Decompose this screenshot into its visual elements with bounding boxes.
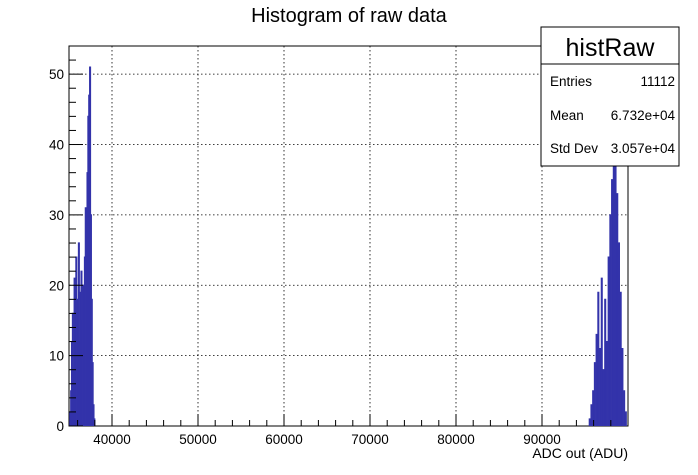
histogram-bin	[91, 362, 94, 426]
y-tick-label: 30	[49, 208, 64, 223]
histogram-bin	[612, 157, 615, 426]
histogram-bin	[611, 179, 614, 426]
stats-stddev-value: 3.057e+04	[611, 141, 676, 156]
chart-title: Histogram of raw data	[251, 5, 448, 27]
stats-entries-value: 11112	[640, 74, 675, 89]
y-tick-label: 0	[56, 419, 64, 434]
y-tick-label: 40	[49, 138, 64, 153]
histogram-bin	[602, 369, 605, 426]
x-tick-label: 70000	[351, 432, 389, 447]
y-tick-label: 20	[49, 278, 64, 293]
x-axis-title: ADC out (ADU)	[532, 445, 628, 461]
histogram-bin	[604, 298, 607, 426]
histogram-bin	[590, 404, 593, 426]
histogram-bin	[621, 347, 624, 426]
stats-entries-label: Entries	[550, 74, 592, 89]
x-tick-label: 80000	[437, 432, 475, 447]
histogram-bin	[588, 418, 591, 426]
y-tick-label: 50	[49, 67, 64, 82]
histogram-bin	[623, 390, 626, 426]
histogram-bin	[599, 347, 602, 426]
histogram-bin	[597, 291, 600, 426]
histogram-bin	[614, 165, 617, 426]
grid-lines	[69, 46, 628, 426]
stats-stddev-label: Std Dev	[550, 141, 598, 156]
x-tick-label: 40000	[93, 432, 131, 447]
stats-mean-label: Mean	[550, 108, 584, 123]
histogram-bin	[77, 242, 80, 426]
y-tick-label: 10	[49, 349, 64, 364]
histogram-bin	[592, 390, 595, 426]
histogram-bin	[619, 291, 622, 426]
histogram-bin	[609, 214, 612, 426]
y-axis-ticks: 0 10 20 30 40 50	[49, 59, 83, 434]
histogram-bin	[593, 362, 596, 426]
histogram-bin	[617, 242, 620, 426]
x-axis-ticks: 40000 50000 60000 70000 80000 90000	[77, 414, 612, 447]
plot-frame	[68, 45, 629, 427]
stats-box: histRaw Entries 11112 Mean 6.732e+04 Std…	[540, 26, 680, 167]
histogram-bin	[624, 411, 627, 426]
histogram-bin	[607, 256, 610, 426]
histogram-bin	[616, 193, 619, 426]
x-tick-label: 90000	[523, 432, 561, 447]
stats-mean-value: 6.732e+04	[611, 108, 676, 123]
x-tick-label: 60000	[265, 432, 303, 447]
x-tick-label: 50000	[179, 432, 217, 447]
histogram-bin	[605, 340, 608, 426]
histogram-bin	[92, 404, 95, 426]
histogram-bin	[600, 277, 603, 426]
histogram-bin	[595, 333, 598, 426]
histogram-bars	[69, 66, 627, 426]
stats-box-name: histRaw	[566, 34, 656, 62]
